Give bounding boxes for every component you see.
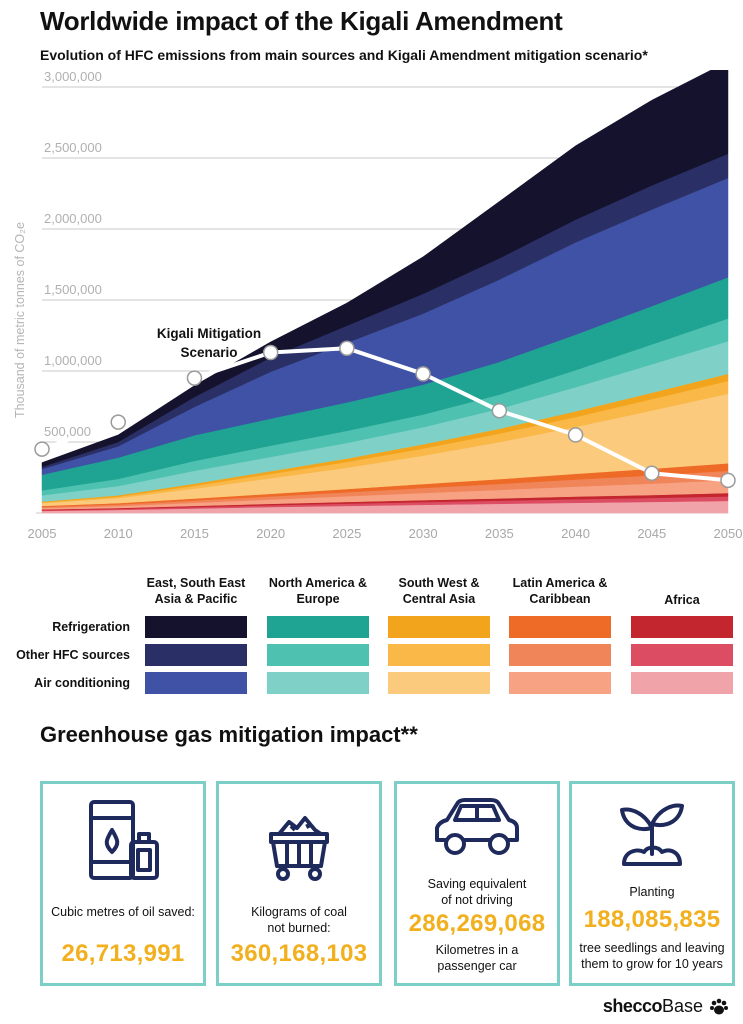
mitigation-line [41, 346, 729, 483]
impact-card-trees: Planting 188,085,835 tree seedlings and … [569, 781, 735, 986]
mitigation-label: Kigali Mitigation [157, 326, 261, 341]
mitigation-point [262, 344, 279, 361]
legend-swatch [509, 616, 611, 638]
mitigation-point [34, 441, 50, 457]
mitigation-point [110, 414, 126, 430]
legend-swatch [388, 672, 490, 694]
mitigation-point [415, 366, 431, 382]
legend-swatch [388, 616, 490, 638]
x-tick-label: 2035 [485, 526, 514, 541]
y-tick-label: 500,000 [44, 424, 91, 439]
chart-legend: East, South East Asia & Pacific North Am… [0, 568, 743, 698]
y-tick-label: 2,000,000 [44, 211, 102, 226]
mitigation-point [644, 465, 660, 481]
car-card-caption: Saving equivalent of not driving [427, 877, 527, 907]
trees-card-caption: Planting [629, 885, 675, 899]
legend-swatch [145, 616, 247, 638]
car-icon [397, 794, 557, 864]
legend-column-south-west-central-asia: South West & Central Asia [398, 576, 480, 606]
legend-column-latin-america: Latin America & Caribbean [512, 576, 608, 606]
brand-name-regular: Base [661, 996, 703, 1016]
brand-name-bold: shecco [602, 996, 663, 1016]
x-tick-label: 2005 [28, 526, 57, 541]
car-card-subcaption: Kilometres in a passenger car [435, 943, 519, 973]
page-title: Worldwide impact of the Kigali Amendment [40, 6, 563, 36]
legend-swatch [145, 644, 247, 666]
impact-card-coal: Kilograms of coal not burned: 360,168,10… [216, 781, 382, 986]
x-tick-label: 2025 [332, 526, 361, 541]
seedling-icon [572, 794, 732, 870]
mitigation-point [339, 340, 355, 357]
x-tick-label: 2010 [104, 526, 133, 541]
trees-card-subcaption: tree seedlings and leaving them to grow … [579, 941, 725, 971]
page-subtitle: Evolution of HFC emissions from main sou… [40, 47, 648, 63]
area-series-14 [41, 70, 729, 468]
oil-barrel-icon [43, 796, 203, 884]
paw-icon [710, 998, 728, 1014]
oil-card-value: 26,713,991 [61, 940, 185, 967]
legend-swatch [267, 616, 369, 638]
legend-swatch [388, 644, 490, 666]
impact-section-title: Greenhouse gas mitigation impact** [40, 722, 418, 747]
y-tick-label: 1,500,000 [44, 282, 102, 297]
legend-swatch [509, 644, 611, 666]
coal-card-value: 360,168,103 [230, 940, 368, 967]
x-tick-label: 2020 [256, 526, 285, 541]
legend-swatch [267, 644, 369, 666]
x-tick-label: 2050 [714, 526, 743, 541]
y-tick-label: 1,000,000 [44, 353, 102, 368]
legend-column-africa: Africa [664, 593, 700, 607]
legend-swatch [267, 672, 369, 694]
coal-cart-icon [219, 796, 379, 884]
legend-swatch [145, 672, 247, 694]
emissions-area-chart: 3,000,000 2,500,000 2,000,000 1,500,000 1,00… [13, 70, 743, 541]
x-tick-label: 2030 [409, 526, 438, 541]
y-tick-label: 3,000,000 [44, 70, 102, 84]
brand-logo: shecco Base [603, 996, 729, 1017]
mitigation-label-line2: Scenario [180, 345, 237, 360]
trees-card-value: 188,085,835 [583, 906, 721, 933]
mitigation-point [567, 427, 584, 443]
legend-column-east-asia: East, South East Asia & Pacific [146, 576, 246, 606]
car-card-value: 286,269,068 [408, 910, 546, 937]
legend-swatch [509, 672, 611, 694]
mitigation-point [186, 370, 203, 386]
impact-card-oil: Cubic metres of oil saved: 26,713,991 [40, 781, 206, 986]
legend-column-north-america-europe: North America & Europe [268, 576, 368, 606]
mitigation-point [720, 472, 736, 489]
legend-swatch [631, 672, 733, 694]
x-tick-label: 2040 [561, 526, 590, 541]
x-tick-label: 2045 [637, 526, 666, 541]
legend-row-other-hfc: Other HFC sources [16, 648, 130, 662]
legend-swatch [631, 616, 733, 638]
coal-card-caption: Kilograms of coal not burned: [251, 905, 347, 935]
impact-card-car: Saving equivalent of not driving 286,269… [394, 781, 560, 986]
y-axis-label: Thousand of metric tonnes of CO₂e [13, 222, 27, 418]
oil-card-caption: Cubic metres of oil saved: [51, 905, 195, 919]
legend-row-refrigeration: Refrigeration [52, 620, 130, 634]
mitigation-point [491, 403, 508, 419]
x-tick-label: 2015 [180, 526, 209, 541]
y-tick-label: 2,500,000 [44, 140, 102, 155]
legend-row-air-conditioning: Air conditioning [34, 676, 130, 690]
legend-swatch [631, 644, 733, 666]
